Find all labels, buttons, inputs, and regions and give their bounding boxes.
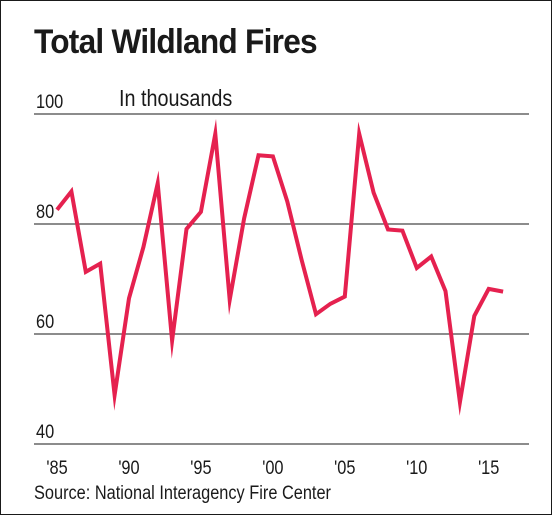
y-tick-label: 100 bbox=[36, 91, 63, 112]
data-point bbox=[170, 339, 174, 343]
data-point bbox=[429, 254, 433, 258]
x-tick-label: '10 bbox=[406, 457, 427, 478]
data-point bbox=[328, 302, 332, 306]
data-point bbox=[271, 154, 275, 158]
x-tick-label: '95 bbox=[190, 457, 211, 478]
chart-subtitle: In thousands bbox=[119, 85, 233, 111]
data-point bbox=[472, 314, 476, 318]
data-point bbox=[141, 245, 145, 249]
chart-source: Source: National Interagency Fire Center bbox=[34, 483, 331, 504]
data-point bbox=[300, 258, 304, 262]
data-point bbox=[343, 295, 347, 299]
data-point bbox=[228, 298, 232, 302]
x-tick-label: '15 bbox=[478, 457, 499, 478]
data-point bbox=[372, 191, 376, 195]
chart-title: Total Wildland Fires bbox=[34, 23, 318, 61]
data-point bbox=[487, 287, 491, 291]
data-point bbox=[213, 132, 217, 136]
data-point bbox=[314, 312, 318, 316]
data-point bbox=[55, 208, 59, 212]
data-point bbox=[98, 262, 102, 266]
data-point bbox=[444, 289, 448, 293]
x-tick-label: '00 bbox=[262, 457, 283, 478]
y-tick-label: 40 bbox=[36, 421, 54, 442]
data-point bbox=[199, 210, 203, 214]
data-point bbox=[156, 181, 160, 185]
data-point bbox=[400, 229, 404, 233]
data-point bbox=[285, 199, 289, 203]
data-point bbox=[386, 228, 390, 232]
data-point bbox=[69, 190, 73, 194]
x-tick-label: '85 bbox=[46, 457, 67, 478]
data-point bbox=[84, 270, 88, 274]
data-point bbox=[256, 153, 260, 157]
y-tick-label: 80 bbox=[36, 201, 54, 222]
x-tick-label: '05 bbox=[334, 457, 355, 478]
data-point bbox=[415, 266, 419, 270]
data-point bbox=[127, 296, 131, 300]
data-point bbox=[242, 217, 246, 221]
series-line bbox=[55, 118, 504, 416]
data-point bbox=[501, 290, 505, 294]
y-tick-label: 60 bbox=[36, 311, 54, 332]
data-point bbox=[458, 400, 462, 404]
x-tick-label: '90 bbox=[118, 457, 139, 478]
data-point bbox=[185, 227, 189, 231]
data-point bbox=[113, 393, 117, 397]
data-point bbox=[357, 132, 361, 136]
